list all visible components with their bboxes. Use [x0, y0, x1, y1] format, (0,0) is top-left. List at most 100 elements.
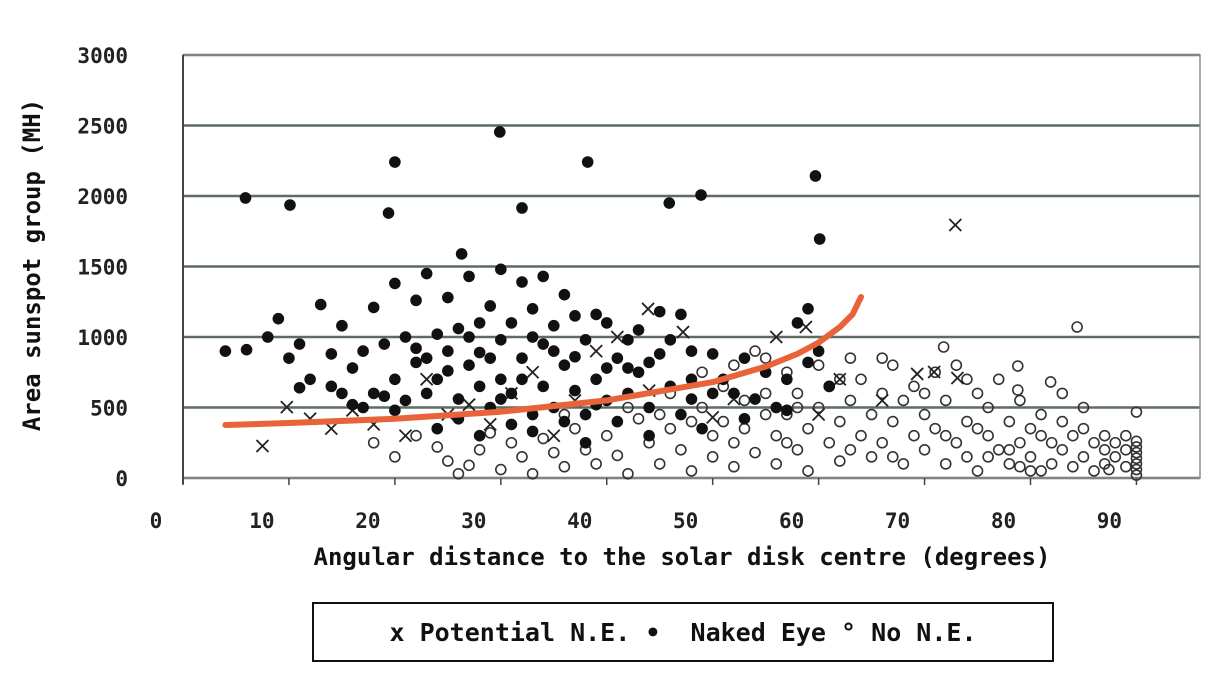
- naked-eye-point: [495, 263, 507, 276]
- y-tick-label: 1500: [77, 256, 128, 280]
- naked-eye-point: [293, 381, 306, 394]
- no-ne-point: [738, 422, 751, 435]
- no-ne-point: [876, 387, 888, 400]
- naked-eye-point: [675, 308, 687, 321]
- no-ne-point: [886, 415, 899, 428]
- no-ne-point: [865, 408, 878, 421]
- no-ne-point: [950, 359, 963, 372]
- y-tick-label: 0: [115, 467, 128, 491]
- no-ne-point: [939, 429, 952, 442]
- naked-eye-point: [590, 308, 602, 321]
- no-ne-point: [908, 429, 920, 442]
- legend-potential: x Potential N.E.: [389, 617, 631, 647]
- no-ne-point: [1130, 446, 1143, 459]
- potential-ne-point: [641, 302, 655, 316]
- no-ne-point: [728, 359, 740, 372]
- no-ne-point: [1130, 458, 1143, 470]
- naked-eye-point: [473, 317, 486, 329]
- naked-eye-point: [336, 319, 348, 332]
- no-ne-point: [865, 451, 878, 463]
- potential-ne-point: [398, 429, 413, 443]
- no-ne-point: [950, 436, 963, 449]
- no-ne-point: [1130, 435, 1143, 448]
- naked-eye-point: [240, 343, 253, 356]
- naked-eye-point: [791, 317, 804, 329]
- x-tick-label: 90: [1097, 509, 1122, 533]
- naked-eye-point: [389, 373, 401, 386]
- no-ne-point: [1098, 443, 1111, 456]
- legend-naked-eye: • Naked Eye: [645, 617, 826, 647]
- naked-eye-point: [304, 373, 316, 386]
- no-ne-point: [1056, 387, 1069, 400]
- no-ne-point: [1109, 451, 1122, 463]
- naked-eye-point: [685, 373, 698, 386]
- no-ne-point: [1011, 384, 1024, 396]
- no-ne-point: [1035, 408, 1047, 421]
- naked-eye-point: [505, 317, 518, 329]
- no-ne-point: [1130, 441, 1143, 453]
- naked-eye-point: [526, 408, 539, 421]
- no-ne-point: [728, 460, 740, 473]
- no-ne-point: [929, 366, 941, 379]
- x-tick-label: 0: [150, 509, 163, 533]
- no-ne-point: [1014, 436, 1026, 449]
- no-ne-point: [706, 429, 719, 442]
- x-tick-label: 70: [885, 509, 910, 533]
- no-ne-point: [812, 359, 825, 372]
- no-ne-point: [876, 436, 888, 449]
- naked-eye-point: [813, 233, 826, 245]
- no-ne-point: [770, 429, 783, 442]
- no-ne-point: [971, 387, 984, 400]
- no-ne-point: [706, 451, 719, 463]
- y-tick-label: 500: [90, 397, 128, 421]
- y-axis-title: Area sunspot group (MH): [18, 99, 46, 431]
- naked-eye-point: [495, 393, 507, 405]
- naked-eye-point: [367, 301, 380, 314]
- no-ne-point: [367, 436, 380, 449]
- naked-eye-point: [558, 415, 571, 428]
- naked-eye-point: [389, 277, 401, 290]
- no-ne-point: [653, 408, 666, 421]
- no-ne-point: [1024, 465, 1037, 477]
- potential-ne-point: [875, 393, 889, 408]
- no-ne-point: [1014, 394, 1026, 407]
- no-ne-point: [802, 422, 814, 435]
- x-tick-label: 50: [673, 509, 698, 533]
- naked-eye-point: [802, 303, 814, 315]
- no-ne-point: [1067, 460, 1079, 473]
- no-ne-point: [1056, 443, 1069, 456]
- naked-eye-point: [410, 294, 422, 307]
- no-ne-point: [961, 415, 973, 428]
- potential-ne-point: [589, 344, 603, 358]
- naked-eye-point: [663, 197, 676, 209]
- naked-eye-point: [399, 331, 412, 343]
- y-tick-label: 1000: [77, 326, 128, 350]
- no-ne-point: [558, 460, 571, 473]
- no-ne-point: [1024, 451, 1037, 463]
- potential-ne-point: [927, 365, 941, 379]
- potential-ne-point: [483, 417, 497, 432]
- no-ne-point: [632, 412, 645, 425]
- potential-ne-point: [420, 372, 434, 386]
- no-ne-point: [918, 408, 931, 421]
- no-ne-point: [1103, 463, 1115, 476]
- naked-eye-point: [728, 387, 740, 400]
- naked-eye-point: [420, 387, 433, 400]
- naked-eye-point: [505, 387, 518, 400]
- no-ne-point: [696, 366, 708, 379]
- no-ne-point: [1130, 452, 1143, 465]
- potential-ne-point: [525, 365, 540, 379]
- naked-eye-point: [526, 425, 539, 438]
- no-ne-point: [622, 401, 634, 414]
- naked-eye-point: [516, 352, 528, 364]
- no-ne-point: [495, 463, 507, 476]
- naked-eye-point: [823, 380, 836, 393]
- no-ne-point: [675, 443, 687, 456]
- naked-eye-point: [579, 408, 592, 421]
- no-ne-point: [1109, 436, 1122, 449]
- naked-eye-point: [346, 398, 359, 411]
- potential-ne-point: [769, 330, 783, 344]
- no-ne-point: [1044, 376, 1057, 388]
- naked-eye-point: [473, 429, 486, 442]
